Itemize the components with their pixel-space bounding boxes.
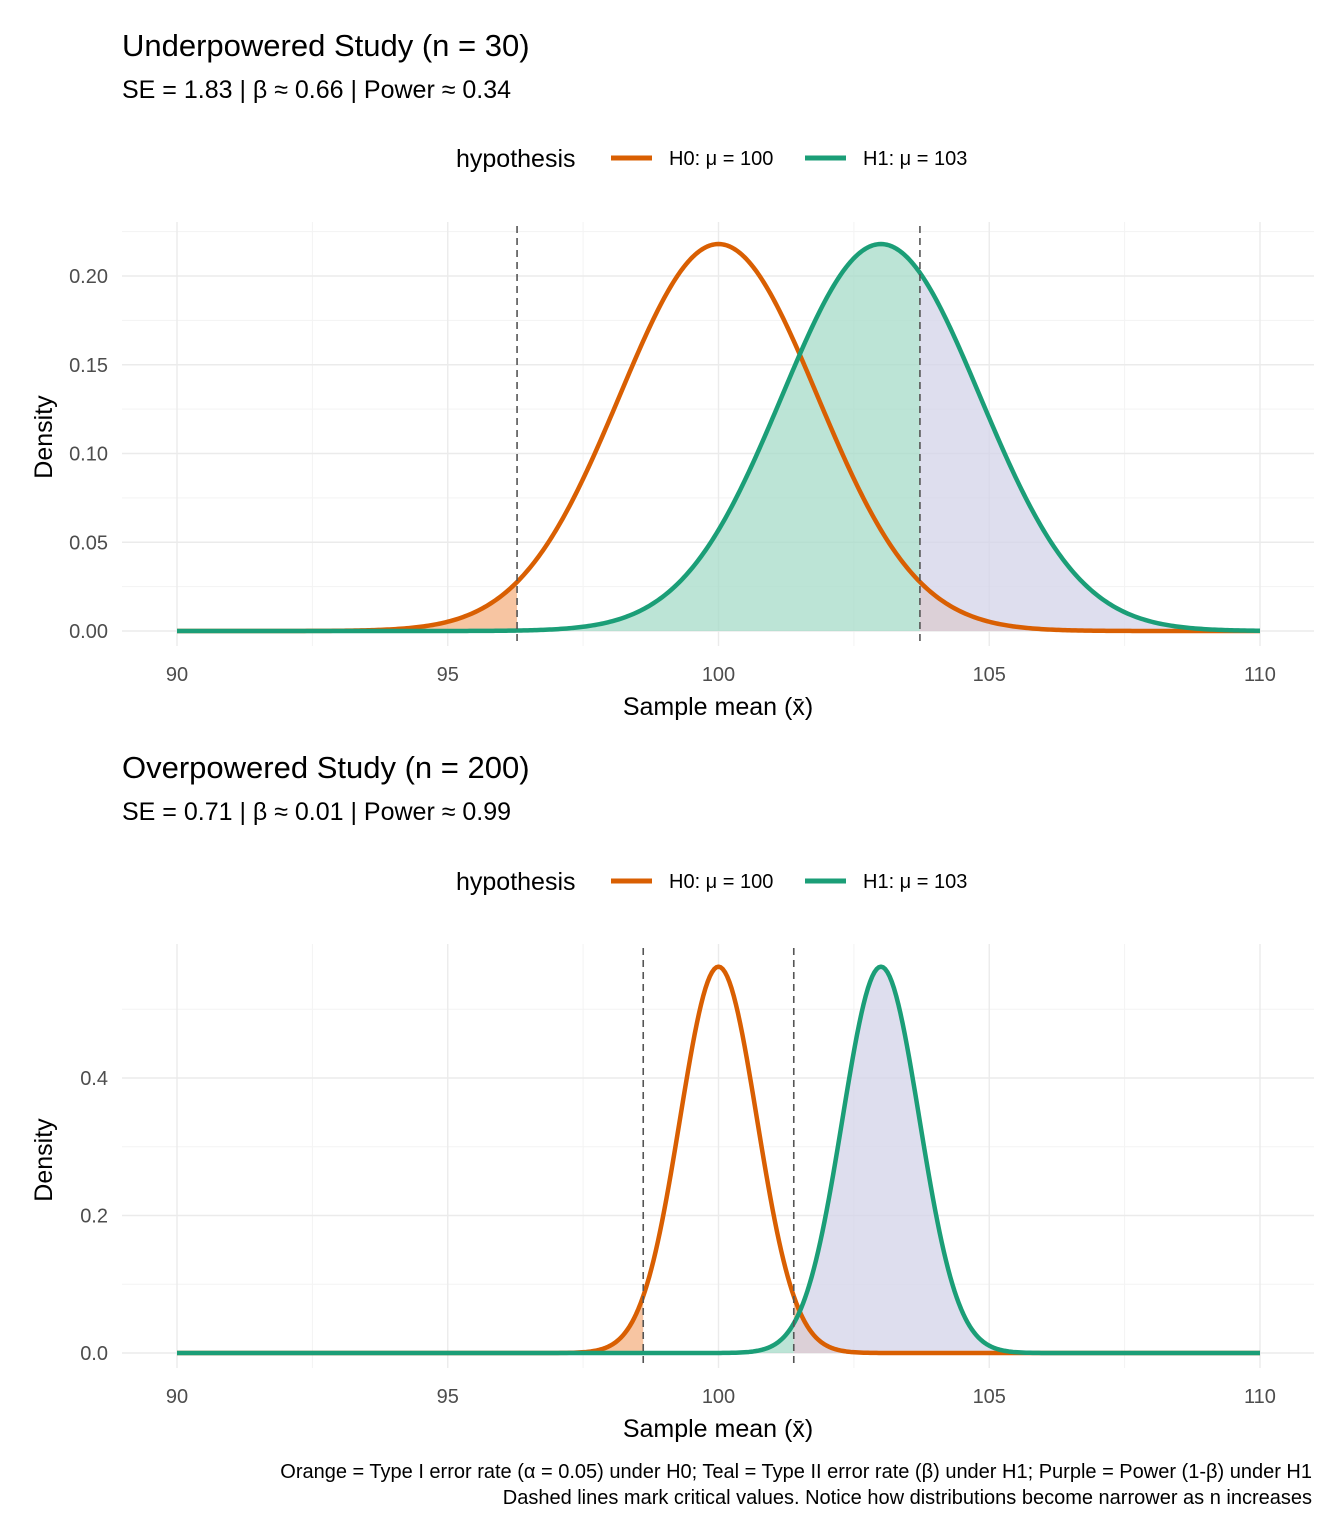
legend-label-h0: H0: μ = 100 [669, 871, 773, 893]
y-tick-label: 0.0 [80, 1343, 108, 1365]
x-tick-label: 95 [437, 1386, 459, 1408]
h1-density-line [176, 241, 1261, 634]
chart-title: Underpowered Study (n = 30) [122, 28, 530, 63]
type-ii-error-area [643, 1323, 794, 1353]
legend-title: hypothesis [456, 145, 576, 173]
y-tick-label: 0.20 [69, 266, 108, 288]
y-tick-label: 0.2 [80, 1206, 108, 1228]
y-axis-title: Density [30, 1118, 58, 1202]
panel-overpowered: Overpowered Study (n = 200) SE = 0.71 | … [30, 750, 1314, 1443]
x-tick-label: 90 [166, 664, 188, 686]
legend-label-h1: H1: μ = 103 [863, 148, 967, 170]
chart-subtitle: SE = 1.83 | β ≈ 0.66 | Power ≈ 0.34 [122, 76, 511, 104]
x-tick-label: 90 [166, 1386, 188, 1408]
type-ii-error-area [517, 244, 920, 631]
chart-title: Overpowered Study (n = 200) [122, 750, 530, 785]
power-area [919, 272, 1260, 631]
x-tick-label: 100 [702, 1386, 735, 1408]
legend: hypothesis H0: μ = 100 H1: μ = 103 [456, 868, 967, 896]
x-axis-title: Sample mean (x̄) [623, 693, 813, 721]
y-tick-label: 0.05 [69, 532, 108, 554]
caption-line-1: Orange = Type I error rate (α = 0.05) un… [280, 1461, 1312, 1483]
legend-label-h1: H1: μ = 103 [863, 871, 967, 893]
x-tick-label: 105 [973, 1386, 1006, 1408]
y-axis-title: Density [30, 395, 58, 479]
x-tick-label: 110 [1244, 664, 1276, 686]
plot-area: 90 95 100 105 110 0.0 0.2 0.4 [80, 944, 1314, 1408]
x-tick-label: 95 [437, 664, 459, 686]
plot-area: 90 95 100 105 110 0.00 0.05 0.10 0.15 0.20 [69, 222, 1314, 686]
type-i-error-area [177, 1296, 644, 1353]
chart-subtitle: SE = 0.71 | β ≈ 0.01 | Power ≈ 0.99 [122, 798, 511, 826]
legend: hypothesis H0: μ = 100 H1: μ = 103 [456, 145, 967, 173]
h1-density-line [176, 964, 1261, 1356]
power-area [793, 966, 1260, 1353]
type-i-error-area [177, 581, 518, 631]
y-tick-label: 0.10 [69, 444, 108, 466]
y-tick-label: 0.4 [80, 1068, 108, 1090]
x-tick-label: 100 [702, 664, 735, 686]
legend-title: hypothesis [456, 868, 576, 896]
x-tick-label: 110 [1244, 1386, 1276, 1408]
x-tick-label: 105 [973, 664, 1006, 686]
y-tick-label: 0.00 [69, 621, 108, 643]
caption-line-2: Dashed lines mark critical values. Notic… [503, 1487, 1312, 1509]
y-tick-label: 0.15 [69, 355, 108, 377]
x-axis-title: Sample mean (x̄) [623, 1415, 813, 1443]
panel-underpowered: Underpowered Study (n = 30) SE = 1.83 | … [30, 28, 1314, 721]
legend-label-h0: H0: μ = 100 [669, 148, 773, 170]
